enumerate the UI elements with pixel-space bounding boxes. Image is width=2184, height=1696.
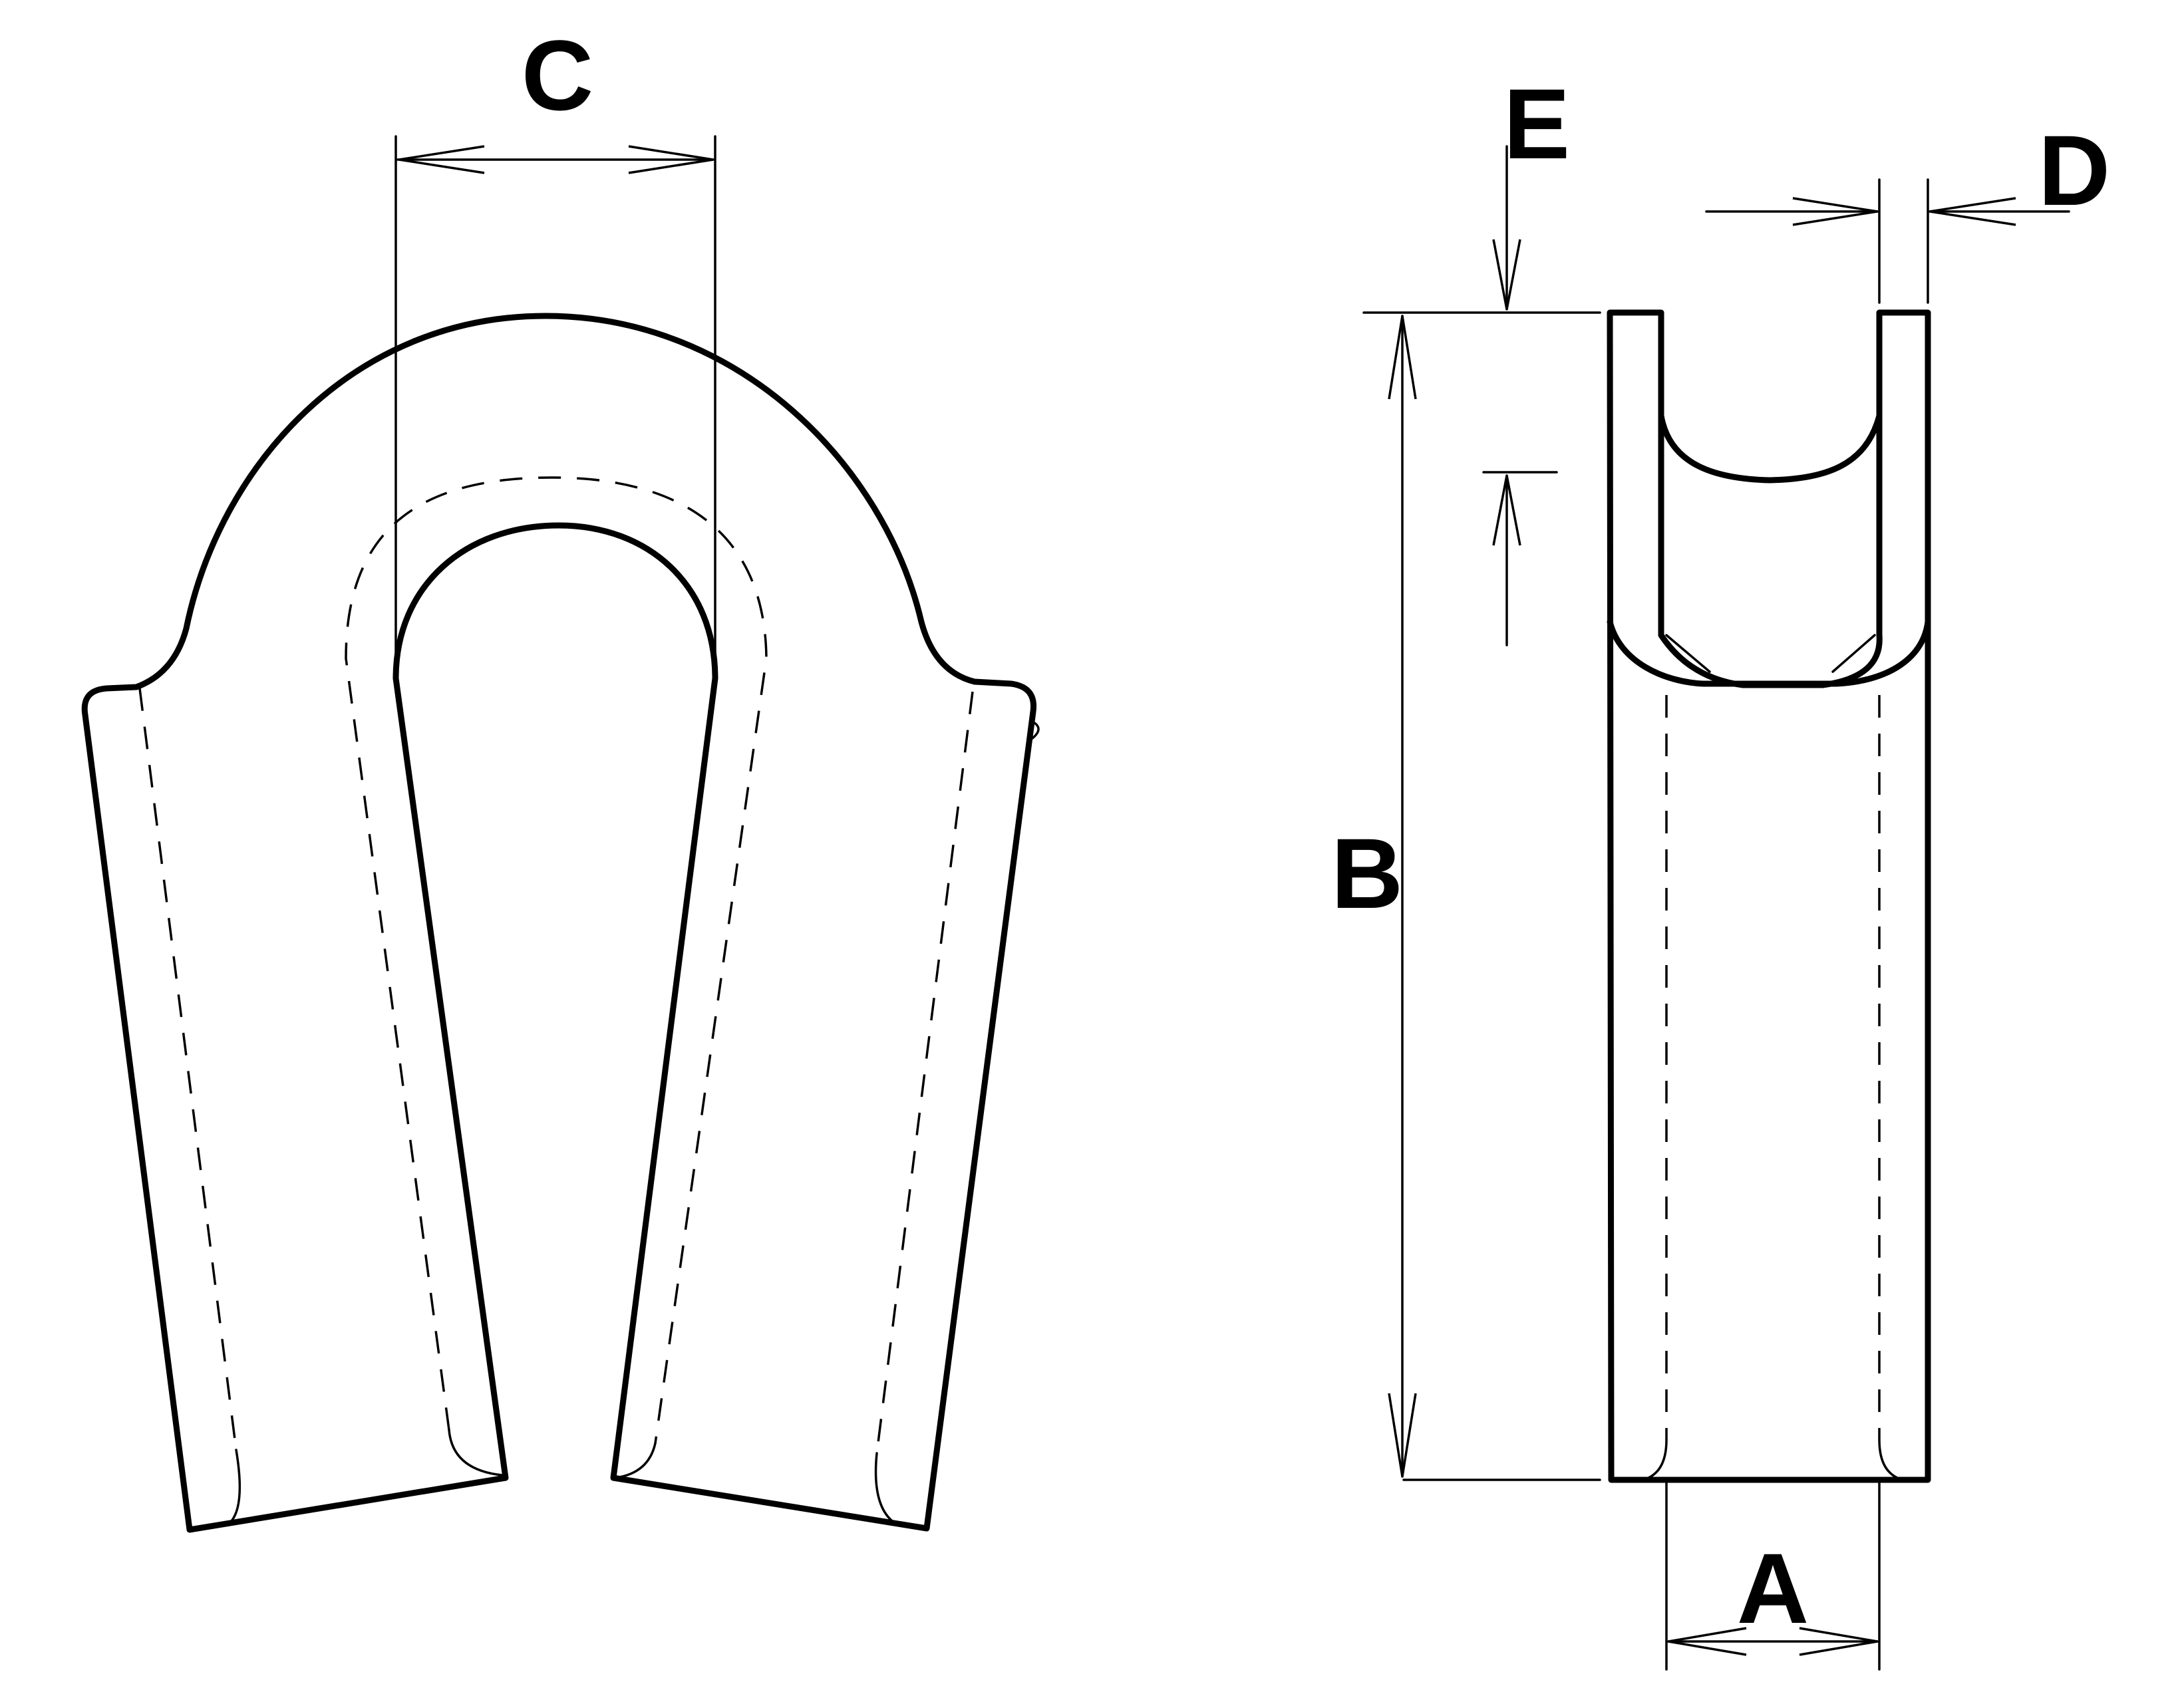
dimension-b-arrow-bottom xyxy=(1388,1393,1417,1477)
side-hidden-end-left xyxy=(1642,1439,1668,1481)
dimension-b-arrow-top xyxy=(1388,315,1417,400)
thimble-front-view: C xyxy=(81,19,1040,1533)
thimble-edge-nub xyxy=(1031,720,1040,740)
side-groove-u xyxy=(1658,412,1883,484)
thimble-side-view: B E D A xyxy=(1331,68,2110,1671)
dimension-a-arrow-left xyxy=(1668,1627,1747,1656)
dimension-a-arrow-right xyxy=(1799,1627,1878,1656)
dimension-e-label: E xyxy=(1503,68,1570,180)
groove-end-right-outer xyxy=(874,1452,896,1524)
dimension-d-arrow-right xyxy=(1929,197,2016,226)
groove-hidden-line-outer-left xyxy=(138,688,237,1451)
dimension-b-label: B xyxy=(1331,817,1403,929)
dimension-a-label: A xyxy=(1737,1532,1809,1644)
dimension-e-arrow-top xyxy=(1492,239,1521,310)
dimension-c-arrow-right xyxy=(628,145,714,174)
dimension-c-label: C xyxy=(522,19,593,131)
side-groove-left-inner xyxy=(1665,634,1711,673)
side-hidden-end-right xyxy=(1878,1439,1904,1481)
groove-end-left-outer xyxy=(227,1449,241,1526)
dimension-e-arrow-bottom xyxy=(1492,475,1521,546)
groove-end-left-inner xyxy=(448,1429,504,1477)
groove-hidden-line-outer-right xyxy=(875,691,974,1454)
dimension-d-label: D xyxy=(2038,114,2110,226)
groove-hidden-line-inner xyxy=(345,476,768,1444)
dimension-c-arrow-left xyxy=(398,145,485,174)
dimension-d-arrow-left xyxy=(1792,197,1878,226)
groove-end-right-inner xyxy=(614,1442,657,1479)
thimble-outer-outline xyxy=(81,313,1037,1533)
side-saddle-curve xyxy=(1607,619,1931,687)
side-groove-right-inner xyxy=(1831,634,1876,673)
